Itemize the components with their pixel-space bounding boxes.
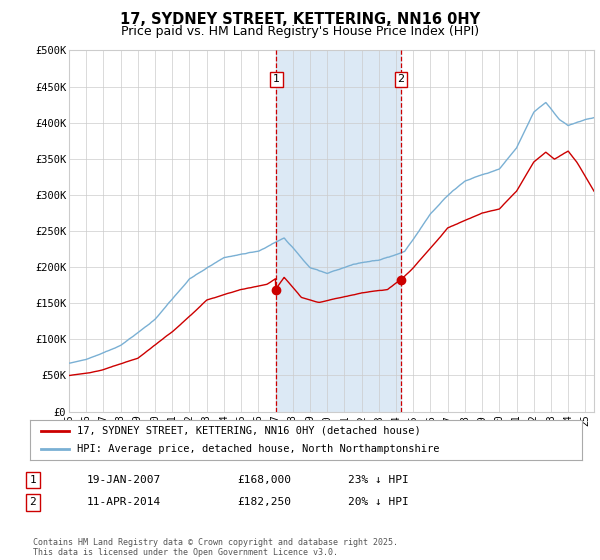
Text: Contains HM Land Registry data © Crown copyright and database right 2025.
This d: Contains HM Land Registry data © Crown c… xyxy=(33,538,398,557)
Text: 11-APR-2014: 11-APR-2014 xyxy=(87,497,161,507)
Text: 17, SYDNEY STREET, KETTERING, NN16 0HY (detached house): 17, SYDNEY STREET, KETTERING, NN16 0HY (… xyxy=(77,426,421,436)
Text: 1: 1 xyxy=(29,475,37,485)
Text: 1: 1 xyxy=(273,74,280,85)
Text: 2: 2 xyxy=(29,497,37,507)
Bar xyxy=(277,50,401,412)
Text: 19-JAN-2007: 19-JAN-2007 xyxy=(87,475,161,485)
Text: Price paid vs. HM Land Registry's House Price Index (HPI): Price paid vs. HM Land Registry's House … xyxy=(121,25,479,38)
Text: 17, SYDNEY STREET, KETTERING, NN16 0HY: 17, SYDNEY STREET, KETTERING, NN16 0HY xyxy=(120,12,480,27)
Text: £182,250: £182,250 xyxy=(237,497,291,507)
Text: 20% ↓ HPI: 20% ↓ HPI xyxy=(348,497,409,507)
Text: 23% ↓ HPI: 23% ↓ HPI xyxy=(348,475,409,485)
Text: HPI: Average price, detached house, North Northamptonshire: HPI: Average price, detached house, Nort… xyxy=(77,445,439,454)
Text: £168,000: £168,000 xyxy=(237,475,291,485)
Text: 2: 2 xyxy=(397,74,404,85)
